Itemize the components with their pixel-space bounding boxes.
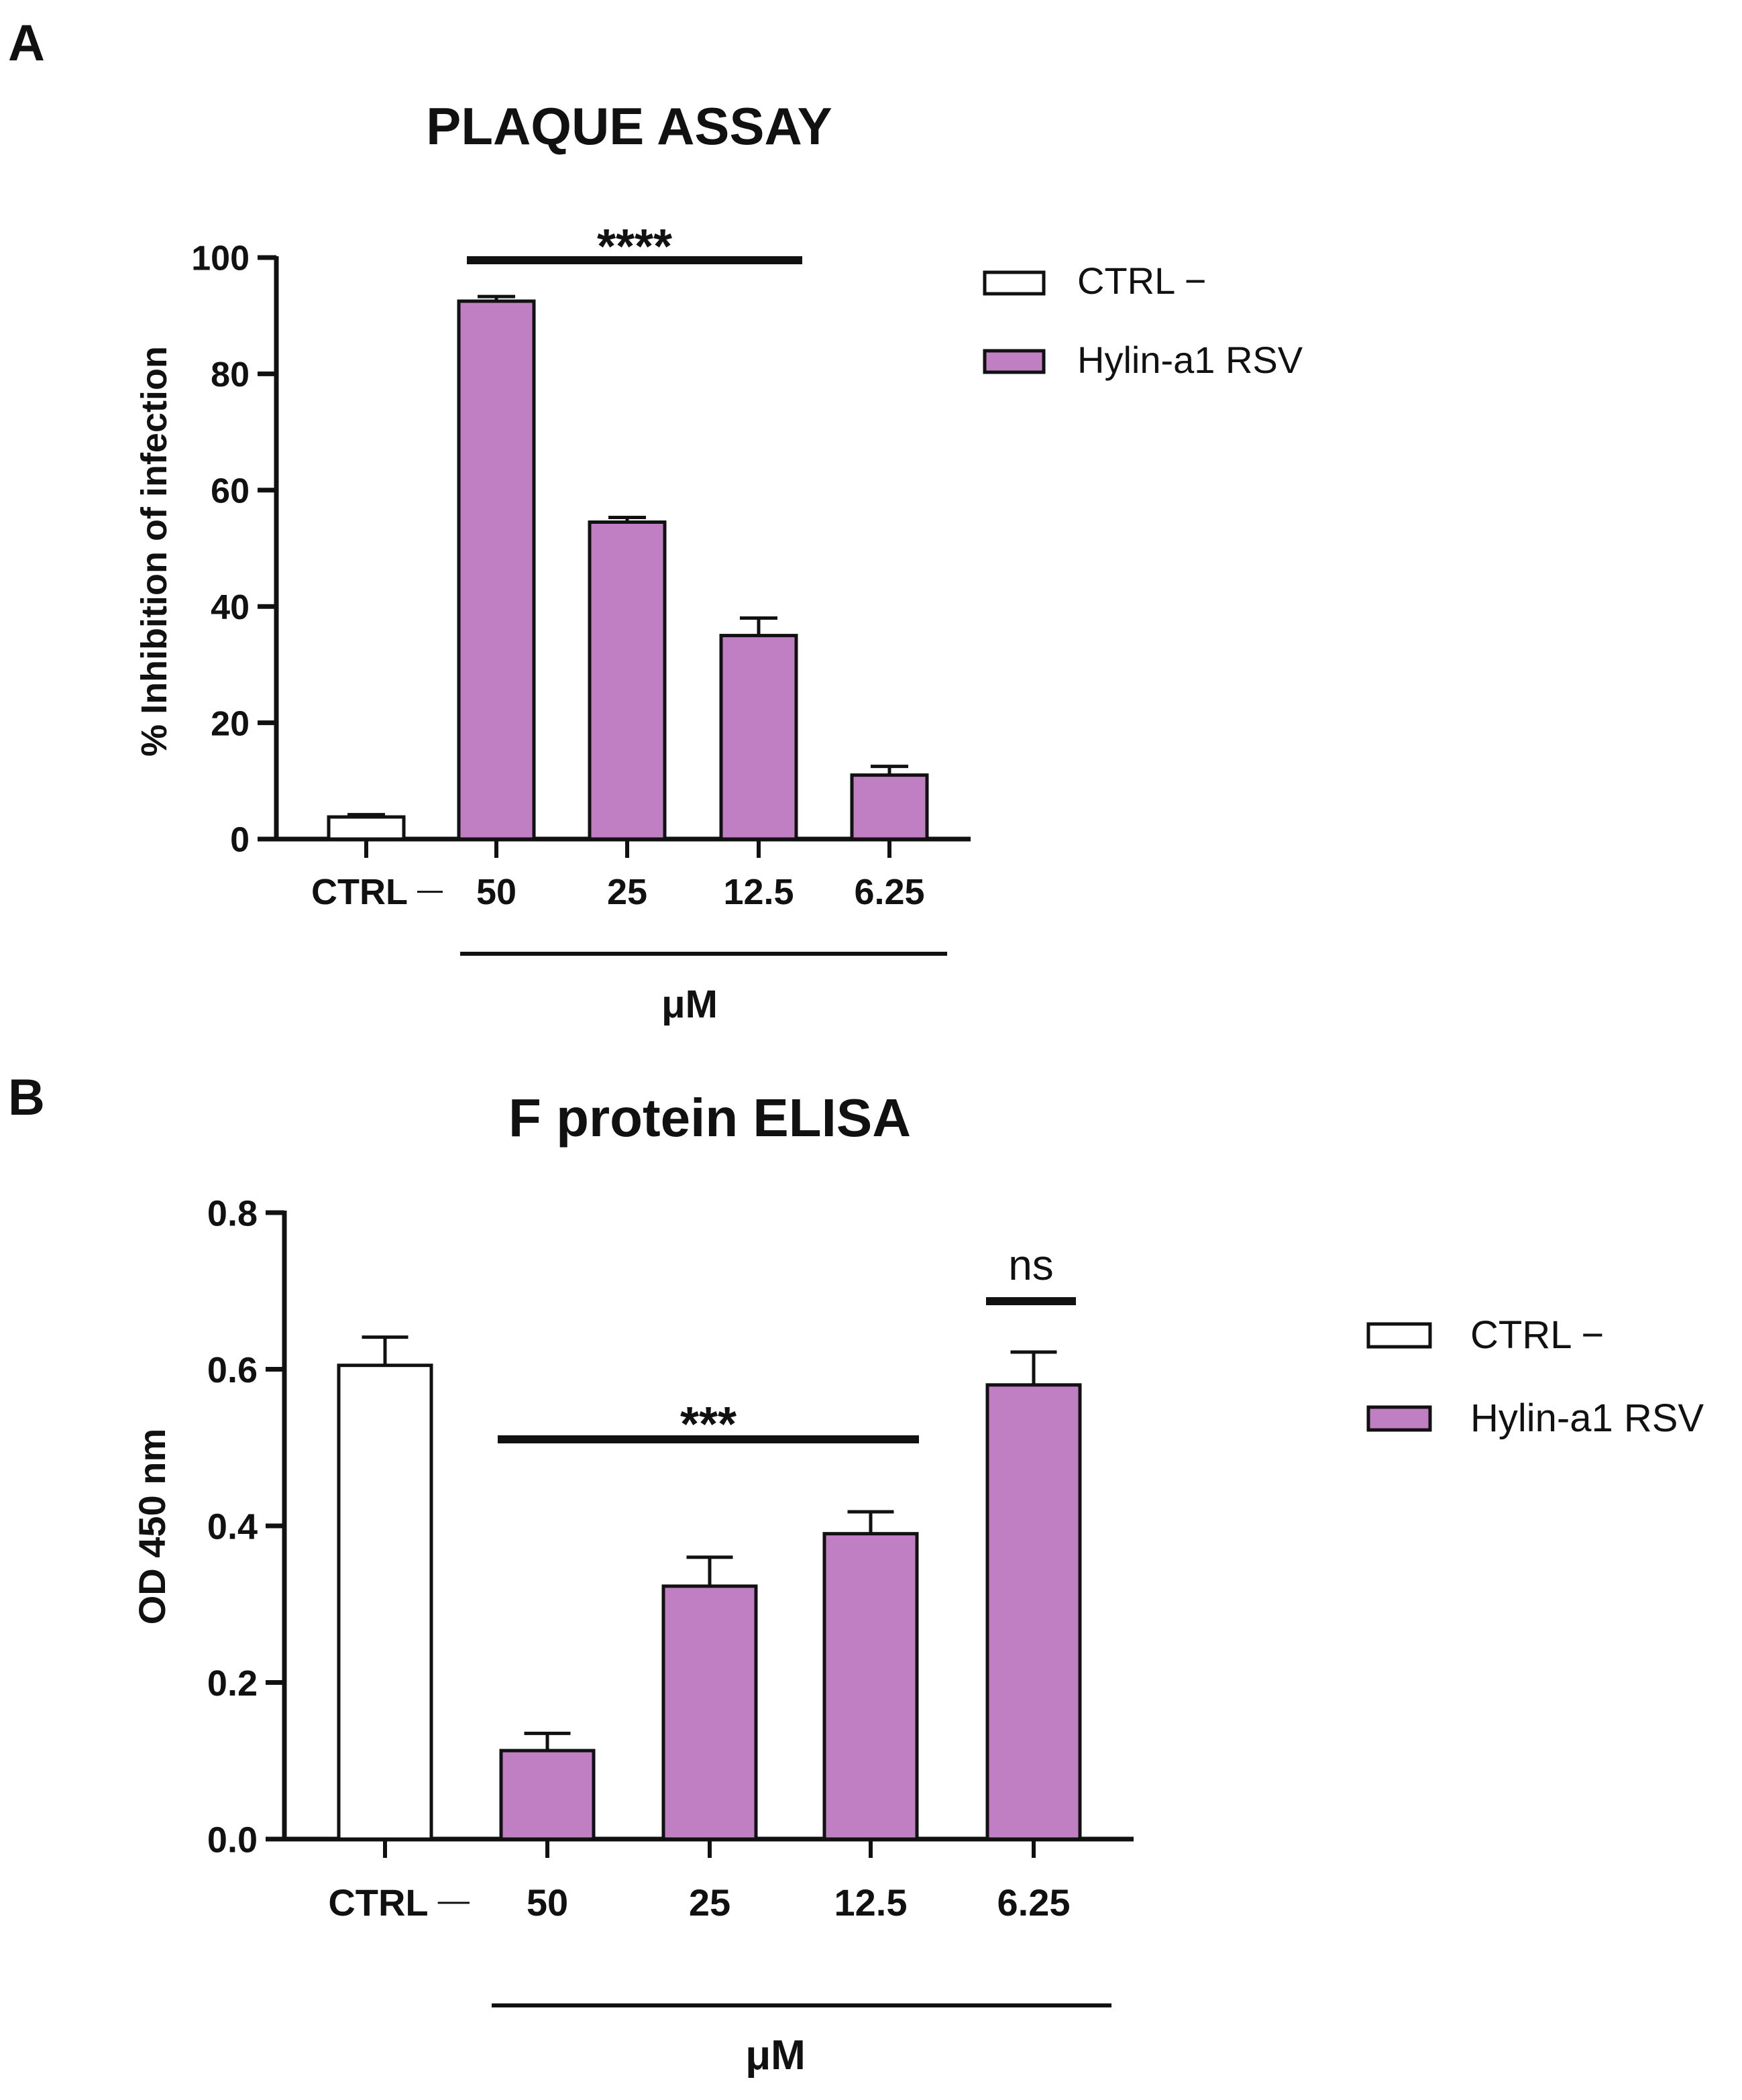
- panel-b-legend-swatch-ctrl: [1366, 1322, 1432, 1349]
- panel-a-bars: [327, 294, 929, 841]
- significance-label: ****: [597, 220, 672, 274]
- bar: [337, 1364, 433, 1841]
- panel-a-legend-label-ctrl: CTRL −: [1077, 260, 1206, 302]
- y-tick-label: 0.4: [207, 1506, 258, 1547]
- panel-b-legend-swatch-hylin: [1366, 1405, 1432, 1432]
- y-tick-label: 100: [191, 239, 250, 278]
- x-tick-label: 6.25: [854, 872, 924, 912]
- y-tick-label: 0.0: [207, 1820, 258, 1860]
- bar: [822, 1532, 919, 1841]
- panel-a-legend-swatch-ctrl: [983, 270, 1046, 296]
- panel-b-title: F protein ELISA: [508, 1088, 911, 1148]
- panel-a-legend: CTRL − Hylin-a1 RSV: [983, 260, 1303, 381]
- panel-a-legend-label-hylin: Hylin-a1 RSV: [1077, 339, 1303, 381]
- panel-b-y-axis-label: OD 450 nm: [131, 1429, 173, 1625]
- bar: [499, 1749, 596, 1841]
- y-tick-label: 0.6: [207, 1350, 258, 1390]
- y-tick-label: 0: [230, 821, 250, 860]
- bar: [661, 1584, 758, 1841]
- panel-a-y-ticks: 0 20 40 60 80 100: [191, 239, 276, 860]
- x-tick-label: 25: [607, 872, 647, 912]
- x-tick-label: 12.5: [723, 872, 794, 912]
- x-tick-label: 25: [689, 1881, 730, 1924]
- panel-a-letter: A: [8, 15, 45, 72]
- panel-b-x-ticks: CTRL 50 25 12.5 6.25: [328, 1839, 1071, 1924]
- bar: [850, 773, 929, 841]
- y-tick-label: 60: [211, 472, 250, 511]
- x-tick-label: 50: [527, 1881, 568, 1924]
- panel-b-significance: *** ns: [498, 1241, 1076, 1451]
- panel-b-y-ticks: 0.0 0.2 0.4 0.6 0.8: [207, 1193, 284, 1860]
- x-tick-label: 12.5: [834, 1881, 908, 1924]
- y-tick-label: 0.8: [207, 1193, 258, 1233]
- y-tick-label: 0.2: [207, 1663, 258, 1704]
- panel-b-bars: [337, 1335, 1082, 1841]
- panel-a-x-axis-label: μM: [661, 983, 718, 1026]
- panel-a-significance: ****: [467, 220, 802, 274]
- bar: [985, 1383, 1082, 1841]
- panel-a-legend-swatch-hylin: [983, 349, 1046, 374]
- y-tick-label: 40: [211, 588, 250, 627]
- y-tick-label: 80: [211, 355, 250, 394]
- x-tick-label: CTRL: [311, 872, 408, 912]
- x-tick-label: CTRL: [328, 1881, 428, 1924]
- bar: [719, 634, 798, 841]
- bar: [457, 299, 536, 841]
- panel-a: A PLAQUE ASSAY % Inhibition of infection…: [8, 15, 1303, 1026]
- y-tick-label: 20: [211, 704, 250, 743]
- panel-a-x-ticks: CTRL 50 25 12.5 6.25: [311, 839, 925, 912]
- panel-b-x-axis-label: μM: [745, 2032, 806, 2079]
- x-tick-label: 6.25: [997, 1881, 1071, 1924]
- bar: [327, 815, 406, 841]
- significance-label: ns: [1008, 1241, 1054, 1289]
- panel-b-legend-label-hylin: Hylin-a1 RSV: [1470, 1396, 1704, 1440]
- panel-b-legend: CTRL − Hylin-a1 RSV: [1366, 1313, 1704, 1440]
- bar: [588, 520, 667, 841]
- panel-b-letter: B: [8, 1069, 45, 1126]
- panel-a-y-axis-label: % Inhibition of infection: [134, 346, 174, 757]
- significance-label: ***: [680, 1398, 737, 1451]
- x-tick-label: 50: [476, 872, 516, 912]
- panel-b-legend-label-ctrl: CTRL −: [1470, 1313, 1604, 1357]
- panel-b: B F protein ELISA OD 450 nm 0.0 0.2 0.4 0.6…: [8, 1069, 1704, 2079]
- panel-a-title: PLAQUE ASSAY: [426, 97, 832, 156]
